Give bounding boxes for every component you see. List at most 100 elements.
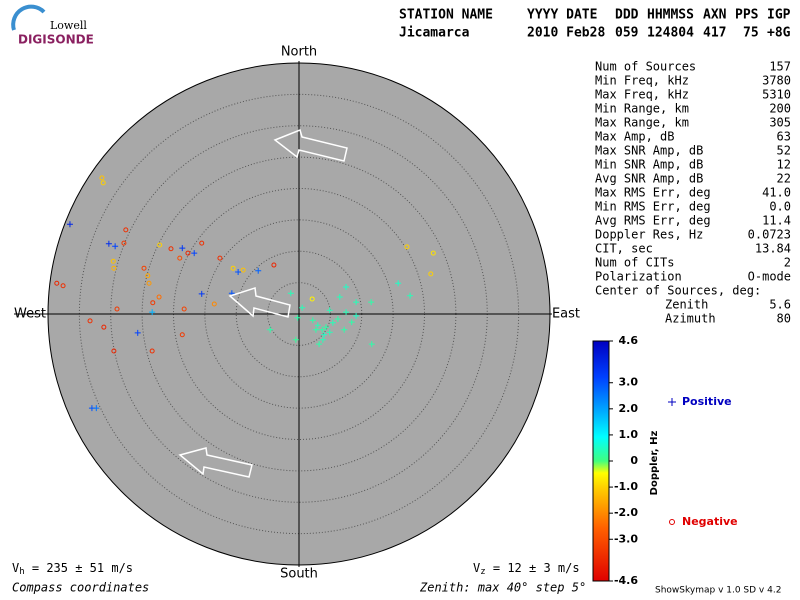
source-point — [111, 348, 117, 354]
compass-north: North — [281, 45, 317, 60]
legend-label: Positive — [682, 395, 732, 408]
stat-value: 5.6 — [769, 298, 791, 312]
compass-south: South — [280, 567, 318, 582]
source-point — [240, 267, 246, 273]
source-point — [319, 336, 326, 343]
source-point — [368, 341, 375, 348]
source-point — [312, 326, 319, 333]
source-point — [326, 329, 333, 336]
velocity-arrow — [228, 287, 291, 318]
source-point — [111, 265, 117, 271]
stat-value: 13.84 — [755, 242, 791, 256]
source-point — [93, 405, 100, 412]
stat-value: 2 — [784, 256, 791, 270]
stat-label: Polarization — [595, 270, 682, 284]
stat-value: 63 — [777, 130, 791, 144]
compass-east: East — [552, 307, 580, 322]
source-point — [185, 250, 191, 256]
source-point — [322, 324, 329, 331]
source-point — [395, 280, 402, 287]
source-point — [255, 267, 262, 274]
source-point — [353, 299, 360, 306]
source-point — [60, 283, 66, 289]
colorbar-tick-label: -3.0 — [614, 532, 638, 545]
header-label: HHMMSS — [647, 8, 694, 23]
colorbar-label: Doppler, Hz — [649, 431, 660, 496]
stat-value: 0.0723 — [748, 228, 791, 242]
velocity-part: = 235 ± 51 m/s — [25, 561, 133, 575]
stat-label: Max Freq, kHz — [595, 88, 689, 102]
stat-label: Max SNR Amp, dB — [595, 144, 703, 158]
plot — [14, 61, 552, 567]
source-point — [99, 175, 105, 181]
logo-swoosh — [11, 4, 46, 31]
source-point — [134, 329, 141, 336]
source-point — [100, 180, 106, 186]
source-point — [299, 304, 306, 311]
header-label: IGP — [767, 8, 791, 23]
stat-label: CIT, sec — [595, 242, 653, 256]
velocity-part: h — [19, 567, 24, 577]
stat-value: 157 — [769, 60, 791, 74]
source-point — [341, 326, 348, 333]
source-point — [114, 306, 120, 312]
header-label: AXN — [703, 8, 727, 23]
velocity-vz: Vz = 12 ± 3 m/s — [473, 561, 580, 577]
source-point — [353, 312, 360, 319]
source-point — [105, 240, 112, 247]
stat-label: Doppler Res, Hz — [595, 228, 703, 242]
header-value: 417 — [703, 26, 726, 41]
source-point — [329, 319, 336, 326]
velocity-part: z — [480, 567, 485, 577]
legend-label: Negative — [682, 515, 738, 528]
header-label: DDD — [615, 8, 639, 23]
stat-label: Avg SNR Amp, dB — [595, 172, 703, 186]
source-point — [336, 294, 343, 301]
header-value: 2010 Feb28 — [527, 26, 605, 41]
source-point — [66, 221, 73, 228]
source-point — [121, 240, 127, 246]
velocity-part: = 12 ± 3 m/s — [486, 561, 580, 575]
source-point — [368, 299, 375, 306]
source-point — [292, 336, 299, 343]
source-point — [112, 243, 119, 250]
compass-west: West — [14, 307, 46, 322]
source-point — [198, 290, 205, 297]
zenith-note: Zenith: max 40° step 5° — [419, 581, 586, 595]
legend-marker — [668, 398, 676, 406]
version-note: ShowSkymap v 1.0 SD v 4.2 — [655, 586, 781, 596]
stat-label: Zenith — [665, 298, 708, 312]
source-point — [177, 255, 183, 261]
colorbar — [592, 340, 610, 582]
stat-label: Min SNR Amp, dB — [595, 158, 703, 172]
source-point — [294, 314, 301, 321]
source-point — [326, 307, 333, 314]
stat-label: Avg RMS Err, deg — [595, 214, 711, 228]
header-value: 124804 — [647, 26, 694, 41]
source-point — [267, 326, 274, 333]
header-value: 059 — [615, 26, 638, 41]
source-point — [217, 255, 223, 261]
stat-section: Center of Sources, deg: — [595, 284, 761, 298]
source-point — [191, 250, 198, 257]
stat-label: Min Freq, kHz — [595, 74, 689, 88]
logo-line2: DIGISONDE — [18, 33, 94, 47]
stat-value: 0.0 — [769, 200, 791, 214]
stat-value: 200 — [769, 102, 791, 116]
header-label: YYYY DATE — [527, 8, 597, 23]
colorbar-tick-label: -1.0 — [614, 480, 638, 493]
source-point — [157, 242, 163, 248]
source-point — [179, 245, 186, 252]
source-point — [404, 244, 410, 250]
source-point — [314, 322, 321, 329]
stat-value: 52 — [777, 144, 791, 158]
stat-label: Max Amp, dB — [595, 130, 674, 144]
source-point — [199, 240, 205, 246]
header-label: STATION NAME — [399, 8, 493, 23]
colorbar-tick-label: 1.0 — [619, 428, 639, 441]
stat-label: Max Range, km — [595, 116, 689, 130]
velocity-part: V — [12, 561, 19, 575]
source-point — [309, 296, 315, 302]
source-point — [87, 318, 93, 324]
source-point — [168, 246, 174, 252]
